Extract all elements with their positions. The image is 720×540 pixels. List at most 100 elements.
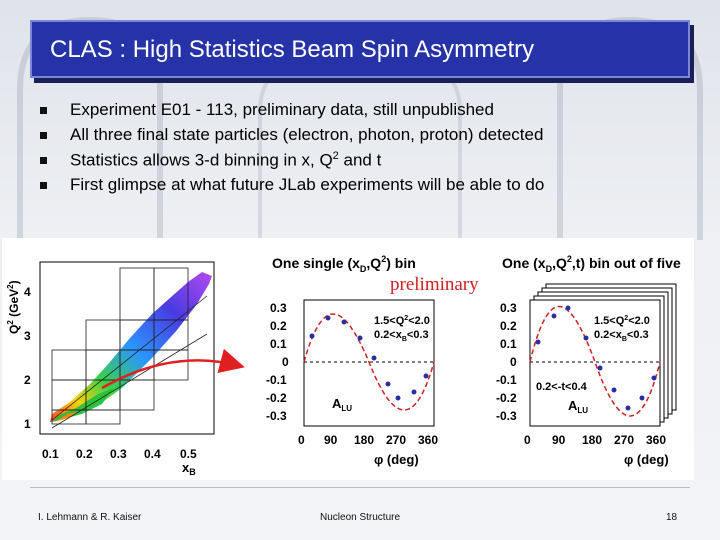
panel-right-title: One (xD,Q2,t) bin out of five — [502, 254, 681, 274]
bullet-marker — [40, 157, 47, 164]
footer-authors: I. Lehmann & R. Kaiser — [38, 512, 142, 523]
y-tick-label: 0 — [282, 355, 289, 369]
y-tick-label: 2 — [24, 373, 31, 387]
x-tick-label: 360 — [646, 433, 666, 447]
bullet-text: Experiment E01 - 113, preliminary data, … — [70, 100, 494, 119]
panel-left-bin-q2: 1.5<Q2<2.0 — [374, 315, 430, 327]
data-point — [611, 387, 617, 393]
footer-topic: Nucleon Structure — [320, 512, 401, 523]
data-point — [395, 395, 401, 401]
panel-right-frame — [529, 299, 661, 427]
panel-left-title: One single (xD,Q2) bin — [272, 254, 416, 274]
y-tick-label: -0.3 — [266, 409, 287, 423]
panel-right-x-ticks: 0 90 180 270 360 — [524, 433, 666, 447]
bullet-list: Experiment E01 - 113, preliminary data, … — [40, 100, 690, 200]
data-point — [583, 335, 589, 341]
data-point — [597, 365, 603, 371]
data-point — [551, 313, 557, 319]
data-point — [371, 355, 377, 361]
y-tick-label: -0.1 — [496, 373, 517, 387]
bullet-marker — [40, 107, 47, 114]
x-tick-label: 90 — [324, 433, 338, 447]
y-tick-label: 1 — [24, 417, 31, 431]
kinematic-ylabel: Q2 (GeV2) — [6, 280, 21, 334]
bullet-text: Statistics allows 3-d binning in x, Q2 a… — [70, 150, 381, 171]
kinematic-heatmap-hot — [54, 412, 78, 422]
bullet-text: First glimpse at what future JLab experi… — [70, 175, 545, 194]
x-tick-label: 0 — [524, 433, 531, 447]
fit-curve — [529, 305, 661, 417]
kinematic-y-ticks: 1 2 3 4 — [24, 285, 31, 431]
data-point — [565, 305, 571, 311]
data-point — [625, 405, 631, 411]
data-points — [535, 305, 657, 411]
y-tick-label: 0.1 — [270, 337, 287, 351]
x-tick-label: 270 — [614, 433, 634, 447]
bullet-text-post: and t — [338, 150, 382, 170]
x-tick-label: 0 — [298, 433, 305, 447]
panel-right-xlabel: φ (deg) — [624, 452, 669, 467]
y-tick-label: 0.3 — [500, 301, 517, 315]
panel-left-bin-x: 0.2<xB<0.3 — [374, 329, 429, 343]
y-tick-label: -0.2 — [266, 391, 287, 405]
y-tick-label: 0.1 — [500, 337, 517, 351]
y-tick-label: 0.2 — [270, 319, 287, 333]
y-tick-label: 0.2 — [500, 319, 517, 333]
asymmetry-panel-right: One (xD,Q2,t) bin out of five 0.3 0.2 0.… — [496, 254, 681, 467]
data-point — [309, 333, 315, 339]
y-tick-label: 4 — [24, 285, 31, 299]
x-tick-label: 0.4 — [144, 447, 161, 461]
kinematic-plot-frame — [39, 261, 215, 435]
figure-svg: 0.1 0.2 0.3 0.4 0.5 1 2 3 4 xB Q2 (GeV2)… — [6, 254, 681, 477]
data-point — [411, 389, 417, 395]
asymmetry-panel-left: One single (xD,Q2) bin 0.3 0.2 0.1 0 -0.… — [266, 254, 438, 467]
panel-right-bin-x: 0.2<xB<0.3 — [594, 329, 649, 343]
panel-left-x-ticks: 0 90 180 270 360 — [298, 433, 438, 447]
data-point — [357, 335, 363, 341]
y-tick-label: 3 — [24, 329, 31, 343]
physics-figure: 0.1 0.2 0.3 0.4 0.5 1 2 3 4 xB Q2 (GeV2)… — [2, 238, 694, 480]
data-point — [535, 339, 541, 345]
kinematic-xlabel: xB — [182, 460, 196, 477]
x-tick-label: 180 — [582, 433, 602, 447]
x-tick-label: 0.1 — [42, 447, 59, 461]
footer-page-number: 18 — [666, 512, 678, 523]
kinematic-bin-grid — [51, 267, 208, 429]
footer-divider — [30, 487, 690, 488]
data-point — [341, 319, 347, 325]
stacked-frames — [529, 283, 677, 427]
panel-right-alu-label: ALU — [568, 398, 588, 415]
y-tick-label: 0.3 — [270, 301, 287, 315]
x-tick-label: 270 — [386, 433, 406, 447]
panel-right-y-ticks: 0.3 0.2 0.1 0 -0.1 -0.2 -0.3 — [496, 301, 517, 423]
panel-left-y-ticks: 0.3 0.2 0.1 0 -0.1 -0.2 -0.3 — [266, 301, 289, 423]
bullet-marker — [40, 182, 47, 189]
y-tick-label: -0.1 — [266, 373, 287, 387]
panel-right-bin-q2: 1.5<Q2<2.0 — [594, 315, 650, 327]
bullet-text-sup: 2 — [332, 150, 339, 162]
y-tick-label: -0.2 — [496, 391, 517, 405]
bullet-item: Experiment E01 - 113, preliminary data, … — [40, 100, 690, 125]
bullet-item: First glimpse at what future JLab experi… — [40, 175, 690, 200]
bullet-text: All three final state particles (electro… — [70, 125, 544, 144]
kinematic-heatmap — [50, 272, 212, 422]
kinematic-plot: 0.1 0.2 0.3 0.4 0.5 1 2 3 4 xB Q2 (GeV2) — [6, 261, 245, 477]
x-tick-label: 90 — [552, 433, 566, 447]
selection-arrow — [101, 348, 245, 390]
data-point — [385, 381, 391, 387]
data-point — [325, 315, 331, 321]
bullet-marker — [40, 132, 47, 139]
y-tick-label: 0 — [510, 355, 517, 369]
bullet-item: Statistics allows 3-d binning in x, Q2 a… — [40, 150, 690, 175]
x-tick-label: 0.3 — [110, 447, 127, 461]
kinematic-heatmap-core — [52, 388, 114, 422]
kinematic-x-ticks: 0.1 0.2 0.3 0.4 0.5 — [42, 447, 197, 461]
slide-title: CLAS : High Statistics Beam Spin Asymmet… — [50, 36, 535, 63]
x-tick-label: 0.5 — [180, 447, 197, 461]
slide-title-box: CLAS : High Statistics Beam Spin Asymmet… — [30, 20, 690, 78]
x-tick-label: 0.2 — [76, 447, 93, 461]
panel-left-alu-label: ALU — [332, 396, 352, 413]
data-point — [423, 373, 429, 379]
x-tick-label: 360 — [418, 433, 438, 447]
data-points — [309, 315, 429, 401]
